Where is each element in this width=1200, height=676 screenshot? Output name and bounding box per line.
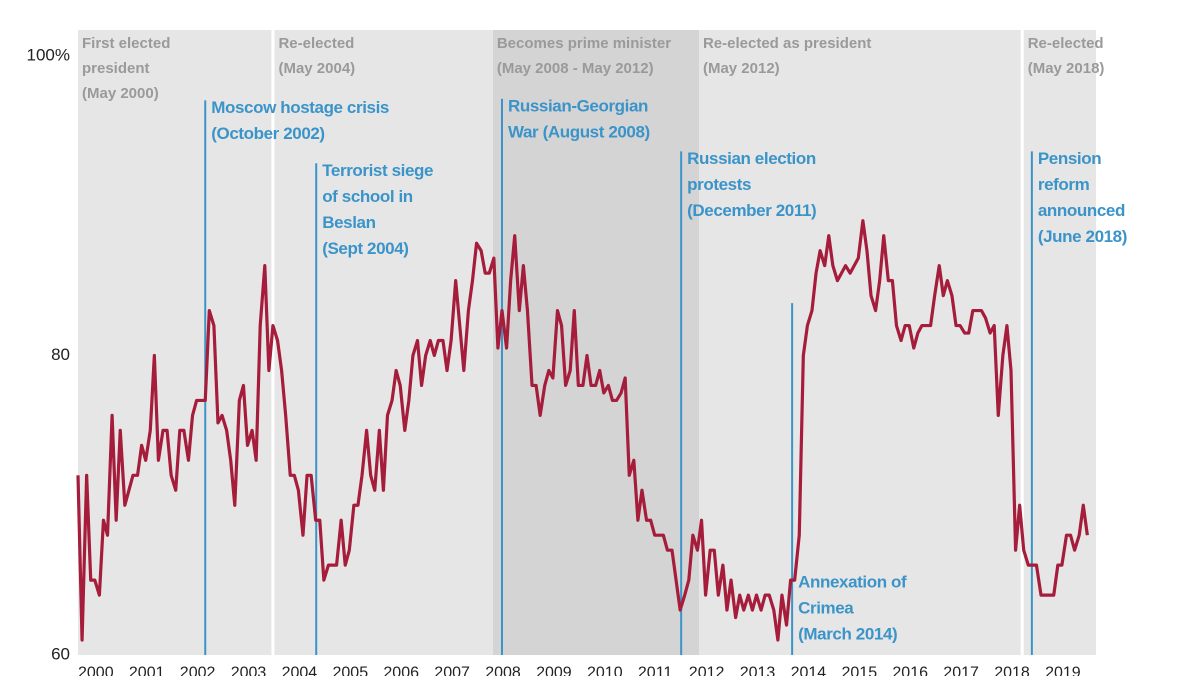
- annotation-text: Annexation of: [798, 573, 907, 592]
- period-label: Re-elected: [278, 35, 354, 52]
- annotations: Moscow hostage crisis (October 2002) Terro…: [204, 96, 1127, 655]
- annotation-text: (October 2002): [211, 124, 324, 143]
- y-tick-label: 80: [51, 345, 70, 364]
- annotation-text: Russian-Georgian: [508, 96, 648, 115]
- approval-line: [76, 219, 1089, 642]
- annotation-text: Terrorist siege: [322, 161, 433, 180]
- annotation-text: Pension: [1038, 149, 1101, 168]
- annotation-text: announced: [1038, 201, 1125, 220]
- period-label: Becomes prime minister: [497, 35, 671, 52]
- annotation-text: protests: [687, 175, 751, 194]
- annotation-text: Crimea: [798, 599, 854, 618]
- period-label: (May 2012): [703, 60, 780, 77]
- y-tick-label: 100%: [27, 45, 70, 64]
- period-band: [1023, 30, 1096, 655]
- period-label: First elected: [82, 35, 170, 52]
- x-tick-label: 2013: [740, 664, 776, 676]
- x-tick-label: 2017: [943, 664, 979, 676]
- x-tick-label: 2004: [282, 664, 318, 676]
- x-tick-label: 2007: [434, 664, 470, 676]
- x-tick-label: 2014: [791, 664, 827, 676]
- y-tick-label: 60: [51, 644, 70, 663]
- period-label: Re-elected as president: [703, 35, 871, 52]
- period-band: [274, 30, 493, 655]
- x-tick-label: 2008: [485, 664, 521, 676]
- annotation-text: Russian election: [687, 149, 816, 168]
- x-tick-label: 2015: [842, 664, 878, 676]
- x-tick-label: 2000: [78, 664, 114, 676]
- x-tick-label: 2002: [180, 664, 216, 676]
- period-bands: First elected president (May 2000) Re-elect…: [78, 30, 1104, 655]
- plot: [76, 219, 1089, 642]
- period-band: [492, 30, 699, 655]
- x-tick-label: 2009: [536, 664, 572, 676]
- period-band: [698, 30, 1021, 655]
- period-label: (May 2018): [1028, 60, 1105, 77]
- x-tick-label: 2011: [638, 664, 673, 676]
- x-tick-label: 2003: [231, 664, 267, 676]
- x-tick-label: 2010: [587, 664, 623, 676]
- x-tick-label: 2005: [333, 664, 369, 676]
- period-label: (May 2008 - May 2012): [497, 60, 654, 77]
- annotation-text: (June 2018): [1038, 227, 1127, 246]
- period-band: [78, 30, 272, 655]
- annotation-text: (December 2011): [687, 201, 816, 220]
- period-label: president: [82, 60, 150, 77]
- annotation-text: Moscow hostage crisis: [211, 98, 389, 117]
- period-label: Re-elected: [1028, 35, 1104, 52]
- annotation-text: reform: [1038, 175, 1090, 194]
- x-tick-label: 2019: [1045, 664, 1081, 676]
- x-tick-label: 2016: [892, 664, 928, 676]
- annotation-text: of school in: [322, 187, 413, 206]
- x-tick-label: 2006: [383, 664, 419, 676]
- annotation-text: Beslan: [322, 213, 375, 232]
- period-label: (May 2000): [82, 85, 159, 102]
- annotation-text: War (August 2008): [508, 122, 650, 141]
- x-tick-label: 2001: [129, 664, 165, 676]
- x-tick-label: 2018: [994, 664, 1030, 676]
- annotation-text: (Sept 2004): [322, 239, 408, 258]
- x-tick-label: 2012: [689, 664, 725, 676]
- period-label: (May 2004): [278, 60, 355, 77]
- axes: 60 80 100% 2000 2001 2002 2003 2004 2005 2006 2007…: [27, 45, 1081, 676]
- annotation-text: (March 2014): [798, 625, 897, 644]
